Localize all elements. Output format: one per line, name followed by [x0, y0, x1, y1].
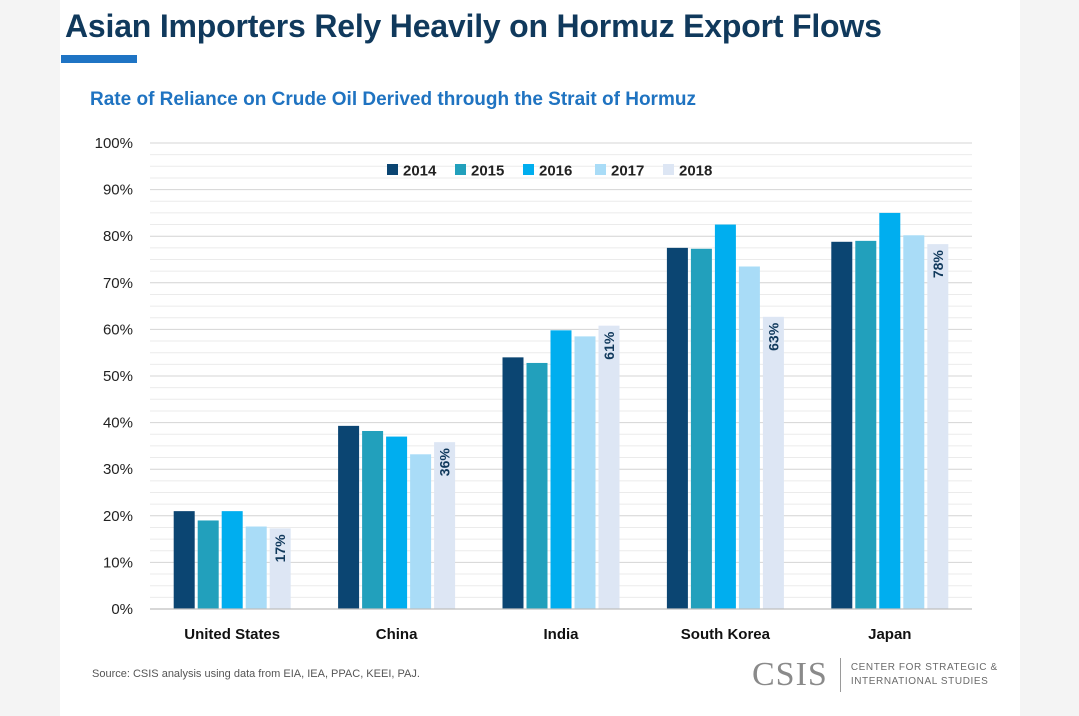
bar-2017-south-korea: [738, 266, 760, 609]
legend-label-2015: 2015: [471, 163, 504, 180]
bar-2015-china: [362, 430, 384, 609]
x-category-label: India: [543, 626, 579, 643]
bar-2016-south-korea: [714, 224, 736, 610]
x-category-label: United States: [184, 626, 280, 643]
data-label: 36%: [437, 448, 453, 477]
bar-2014-india: [502, 357, 524, 609]
bar-2016-united-states: [221, 511, 243, 609]
bar-2015-india: [526, 362, 548, 609]
logo-divider: [839, 658, 841, 692]
bar-2018-india: [598, 325, 620, 609]
data-label: 63%: [765, 322, 781, 351]
logo-mark: CSIS: [752, 656, 828, 693]
x-category-label: Japan: [868, 626, 911, 643]
bar-2017-china: [410, 454, 432, 609]
csis-logo: CSIS CENTER FOR STRATEGIC & INTERNATIONA…: [752, 655, 998, 695]
y-tick-label: 100%: [95, 135, 133, 152]
legend-swatch-2018: [663, 164, 674, 175]
legend-label-2014: 2014: [403, 163, 437, 180]
y-tick-label: 40%: [103, 415, 133, 432]
y-tick-label: 60%: [103, 321, 133, 338]
title-underline: [61, 55, 137, 63]
legend-swatch-2014: [387, 164, 398, 175]
legend-swatch-2015: [455, 164, 466, 175]
y-tick-label: 30%: [103, 461, 133, 478]
bar-2014-south-korea: [666, 247, 688, 609]
bar-2018-japan: [927, 244, 949, 609]
bar-2015-japan: [855, 240, 877, 610]
bar-2014-china: [338, 425, 360, 609]
y-tick-label: 50%: [103, 368, 133, 385]
bar-2017-india: [574, 336, 596, 609]
legend-label-2017: 2017: [611, 163, 644, 180]
y-tick-label: 0%: [111, 601, 133, 618]
page-title: Asian Importers Rely Heavily on Hormuz E…: [65, 8, 882, 44]
y-tick-label: 20%: [103, 508, 133, 525]
chart-title: Rate of Reliance on Crude Oil Derived th…: [90, 89, 696, 110]
legend-label-2016: 2016: [539, 163, 572, 180]
logo-text: CENTER FOR STRATEGIC & INTERNATIONAL STU…: [850, 662, 998, 687]
x-category-label: South Korea: [681, 626, 771, 643]
data-label: 17%: [272, 534, 288, 563]
legend-swatch-2016: [523, 164, 534, 175]
bar-2018-united-states: [269, 528, 291, 609]
bar-2016-japan: [879, 212, 901, 609]
legend-label-2018: 2018: [679, 163, 712, 180]
bar-2017-united-states: [245, 526, 267, 609]
bar-2015-south-korea: [690, 248, 712, 610]
data-label: 78%: [930, 250, 946, 279]
bar-2014-united-states: [173, 511, 195, 609]
source-note: Source: CSIS analysis using data from EI…: [92, 668, 420, 680]
bar-2018-south-korea: [762, 316, 784, 609]
bar-2018-china: [434, 442, 456, 609]
x-category-label: China: [376, 626, 418, 643]
bar-2017-japan: [903, 235, 925, 609]
legend-swatch-2017: [595, 164, 606, 175]
y-tick-label: 70%: [103, 275, 133, 292]
y-tick-label: 90%: [103, 182, 133, 199]
y-tick-label: 10%: [103, 554, 133, 571]
bar-2015-united-states: [197, 520, 219, 609]
bar-2014-japan: [831, 241, 853, 610]
bar-2016-china: [386, 436, 408, 609]
data-label: 61%: [601, 331, 617, 360]
y-tick-label: 80%: [103, 228, 133, 245]
bar-2016-india: [550, 330, 572, 609]
